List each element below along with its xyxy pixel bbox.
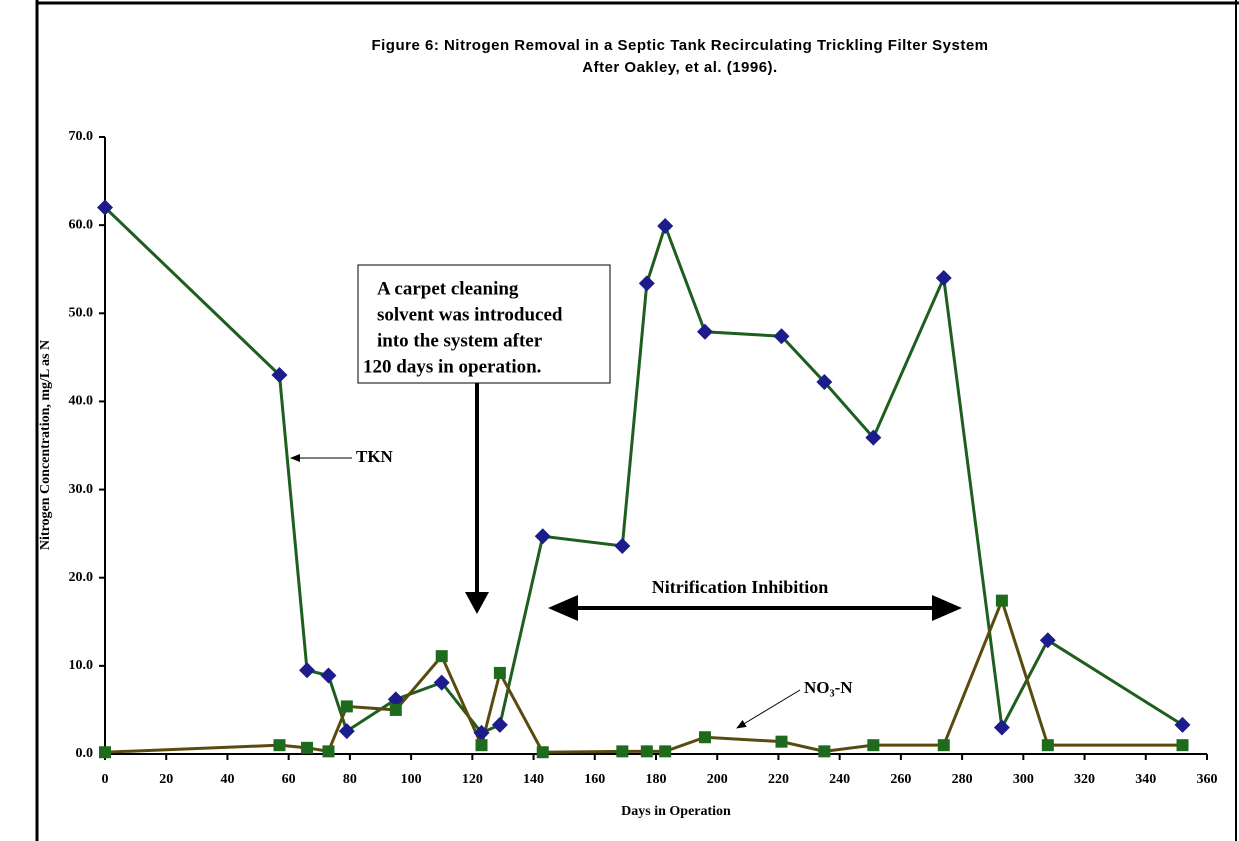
y-tick-label: 50.0	[69, 306, 94, 321]
x-tick-label: 240	[829, 772, 850, 787]
arrow-head	[465, 592, 489, 614]
y-tick-label: 40.0	[69, 394, 94, 409]
marker	[773, 328, 790, 345]
annotation-text: solvent was introduced	[377, 304, 563, 325]
marker	[614, 537, 631, 554]
marker	[320, 667, 337, 684]
marker	[536, 746, 549, 759]
marker	[1041, 739, 1054, 752]
marker	[935, 270, 952, 287]
label-pointer	[736, 689, 801, 729]
x-tick-label: 340	[1135, 772, 1156, 787]
marker	[698, 731, 711, 744]
series-label: NO₃-N	[804, 678, 853, 697]
x-tick-label: 140	[523, 772, 544, 787]
annotation-text: A carpet cleaning	[377, 278, 519, 299]
chart-title: Figure 6: Nitrogen Removal in a Septic T…	[371, 37, 988, 54]
x-tick-label: 160	[584, 772, 605, 787]
annotation-box	[357, 264, 611, 384]
x-tick-label: 280	[952, 772, 973, 787]
marker	[696, 323, 713, 340]
x-tick-label: 180	[646, 772, 667, 787]
marker	[659, 745, 672, 758]
marker	[301, 741, 314, 754]
y-axis-label: Nitrogen Concentration, mg/L as N	[38, 340, 53, 550]
marker	[937, 739, 950, 752]
marker	[97, 199, 113, 216]
x-tick-label: 0	[102, 772, 109, 787]
marker	[299, 662, 316, 679]
marker	[271, 366, 288, 383]
x-tick-label: 20	[159, 772, 173, 787]
x-tick-label: 60	[282, 772, 296, 787]
marker	[491, 716, 508, 733]
x-tick-label: 260	[890, 772, 911, 787]
x-tick-label: 100	[401, 772, 422, 787]
y-tick-label: 10.0	[69, 658, 94, 673]
marker	[493, 666, 506, 679]
x-tick-label: 360	[1197, 772, 1218, 787]
y-tick-label: 30.0	[69, 482, 94, 497]
marker	[534, 528, 551, 545]
marker	[387, 691, 404, 708]
marker	[816, 374, 833, 391]
marker	[99, 746, 111, 759]
marker	[322, 745, 335, 758]
x-tick-label: 200	[707, 772, 728, 787]
marker	[775, 735, 788, 748]
marker	[640, 745, 653, 758]
x-axis-label: Days in Operation	[621, 804, 731, 819]
marker	[1039, 632, 1056, 649]
marker	[1176, 739, 1189, 752]
marker	[818, 745, 831, 758]
y-tick-label: 60.0	[69, 217, 94, 232]
x-tick-label: 300	[1013, 772, 1034, 787]
marker	[473, 724, 490, 741]
marker	[475, 739, 488, 752]
x-tick-label: 120	[462, 772, 483, 787]
x-tick-label: 40	[220, 772, 234, 787]
chart-subtitle: After Oakley, et al. (1996).	[582, 59, 777, 76]
x-tick-label: 80	[343, 772, 357, 787]
marker	[616, 745, 629, 758]
series-line	[104, 596, 1183, 754]
marker	[340, 700, 353, 713]
marker	[865, 429, 882, 446]
marker	[657, 218, 674, 235]
annotation-text: 120 days in operation.	[363, 356, 541, 377]
marker	[867, 739, 880, 752]
marker	[435, 650, 448, 663]
marker	[338, 723, 355, 740]
marker	[273, 739, 286, 752]
marker	[433, 674, 450, 691]
y-tick-label: 0.0	[76, 746, 94, 761]
annotation-text: into the system after	[377, 330, 543, 351]
x-tick-label: 220	[768, 772, 789, 787]
marker	[638, 275, 655, 292]
x-tick-label: 320	[1074, 772, 1095, 787]
y-tick-label: 20.0	[69, 570, 94, 585]
marker	[993, 719, 1010, 736]
marker	[389, 703, 402, 716]
marker	[995, 594, 1008, 607]
marker	[1174, 716, 1191, 733]
y-tick-label: 70.0	[69, 129, 94, 144]
annotation-text: Nitrification Inhibition	[652, 577, 829, 597]
series-label: TKN	[356, 447, 394, 466]
